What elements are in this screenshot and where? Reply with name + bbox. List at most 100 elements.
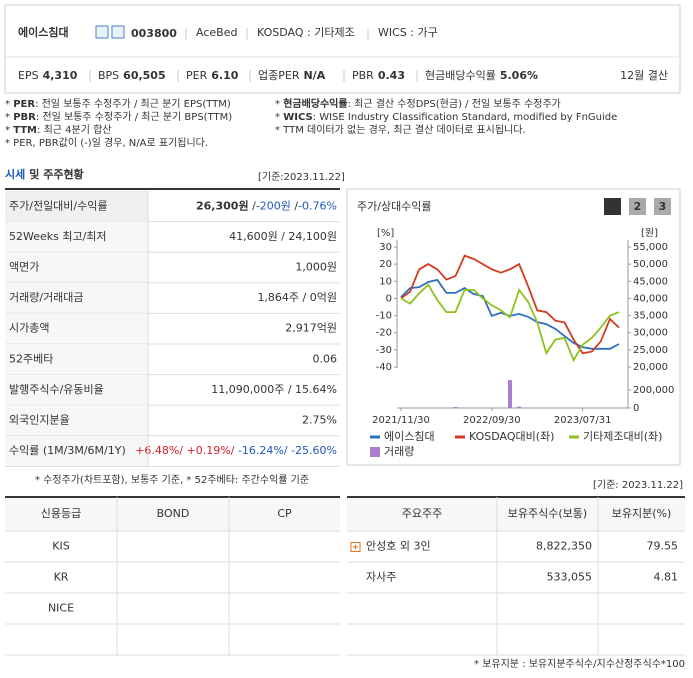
chart-tab-label: 2 — [634, 200, 642, 213]
info-icon[interactable] — [111, 25, 125, 39]
row-label: 외국인지분율 — [9, 414, 70, 427]
metric: PBR 0.43 — [352, 69, 405, 82]
text-segment: -25.60% — [291, 444, 337, 457]
row-value: 41,600원 / 24,100원 — [229, 230, 337, 243]
y-tick-label: -20 — [376, 328, 392, 339]
row-label: 주가/전일대비/수익률 — [9, 198, 108, 212]
row-label: 거래량/거래대금 — [9, 291, 84, 304]
company-info: AceBed — [196, 26, 237, 39]
label-cell — [5, 191, 148, 222]
row-label: 52주베타 — [9, 352, 53, 365]
table-header-cell: BOND — [157, 507, 190, 520]
table-cell: KIS — [52, 540, 69, 553]
metric: EPS 4,310 — [18, 69, 78, 82]
table-header-cell: 보유주식수(보통) — [508, 507, 587, 520]
x-tick-label: 2022/09/30 — [463, 415, 521, 426]
text-segment: * — [5, 125, 13, 136]
holder-name: 자사주 — [366, 571, 396, 584]
section-title: 시세 및 주주현황 — [5, 167, 84, 181]
series-line — [400, 283, 620, 363]
note: * TTM: 최근 4분기 합산 — [5, 124, 111, 136]
table-header — [5, 498, 340, 531]
holder-shares: 8,822,350 — [536, 540, 592, 553]
metric-label: 현금배당수익률 — [425, 69, 496, 82]
row-value: 26,300원 /-200원 /-0.76% — [196, 198, 337, 212]
text-segment: / — [291, 199, 298, 212]
text-segment: 2.75% — [302, 414, 337, 427]
text-segment: -200원 — [256, 199, 291, 212]
text-segment: 11,090,000주 / 15.64% — [211, 383, 337, 396]
text-segment: * — [5, 99, 13, 110]
text-segment: * TTM 데이터가 없는 경우, 최근 결산 데이터로 표시됩니다. — [275, 123, 526, 136]
metric-label: EPS — [18, 69, 39, 82]
series-line — [400, 254, 620, 355]
row-value: 2,917억원 — [285, 322, 337, 335]
chart-tab[interactable] — [629, 198, 646, 215]
volume-bar — [453, 406, 458, 408]
y-tick-label: -10 — [376, 311, 392, 322]
holder-name: 안성호 외 3인 — [366, 540, 431, 553]
metric-value: N/A — [303, 69, 325, 82]
chart-tab-label: 3 — [659, 200, 667, 213]
chart-tab-label: 1 — [609, 200, 617, 213]
text-segment: * — [275, 112, 283, 123]
base-date: [기준:2023.11.22] — [258, 171, 345, 183]
fiscal-month: 12월 결산 — [620, 69, 668, 82]
metric-value: 60,505 — [123, 69, 165, 82]
y-tick-label: 20 — [379, 259, 392, 270]
text-segment: -0.76% — [298, 199, 337, 212]
table-note: * 보유지분 : 보유지분주식수/지수산정주식수*100 — [474, 658, 685, 670]
label-cell — [5, 313, 148, 344]
row-label: 액면가 — [9, 261, 39, 274]
y2-tick-label: 45,000 — [633, 276, 668, 287]
legend-swatch — [370, 447, 380, 457]
note: * PER, PBR값이 (-)일 경우, N/A로 표기됩니다. — [5, 136, 208, 149]
row-value: 2.75% — [302, 414, 337, 427]
chart-tab[interactable] — [604, 198, 621, 215]
row-value: +6.48%/ +0.19%/ -16.24%/ -25.60% — [135, 444, 337, 457]
company-name: 에이스침대 — [18, 25, 69, 39]
text-segment: 1,000원 — [295, 261, 337, 274]
text-segment: PER — [13, 99, 35, 110]
text-segment: TTM — [13, 125, 37, 136]
metric-value: 5.06% — [500, 69, 538, 82]
row-label: 수익률 (1M/3M/6M/1Y) — [9, 444, 126, 457]
label-cell — [5, 221, 148, 253]
y3-tick-label: 0 — [633, 403, 639, 414]
company-info: KOSDAQ : 기타제조 — [257, 26, 355, 39]
metric: 현금배당수익률 5.06% — [425, 69, 538, 82]
table-header-cell: 보유지분(%) — [612, 507, 672, 520]
row-value: 0.06 — [313, 352, 338, 365]
label-cell — [5, 344, 148, 375]
row-label: 52Weeks 최고/최저 — [9, 230, 107, 243]
y-tick-label: -30 — [376, 345, 392, 356]
x-tick-label: 2023/07/31 — [554, 415, 612, 426]
legend-label: 에이스침대 — [384, 430, 435, 443]
text-segment: +0.19%/ — [187, 444, 238, 457]
table-header-cell: 주요주주 — [402, 507, 442, 520]
y2-tick-label: 30,000 — [633, 328, 668, 339]
text-segment: PBR — [13, 112, 36, 123]
text-segment: WICS — [283, 112, 312, 123]
metric-value: 6.10 — [211, 69, 238, 82]
table-header-cell: CP — [277, 507, 292, 520]
company-info: WICS : 가구 — [378, 26, 438, 39]
table-cell: NICE — [48, 602, 74, 615]
note: * TTM 데이터가 없는 경우, 최근 결산 데이터로 표시됩니다. — [275, 123, 526, 136]
holder-ratio: 79.55 — [647, 540, 679, 553]
text-segment: 26,300원 — [196, 198, 249, 212]
row-value: 1,000원 — [295, 261, 337, 274]
y-axis-label: [%] — [377, 228, 394, 239]
table-header-cell: 신용등급 — [41, 507, 81, 520]
volume-bar — [508, 380, 512, 408]
y2-axis-label: [원] — [641, 227, 658, 239]
chart-tab[interactable] — [654, 198, 671, 215]
metric-label: 업종PER — [258, 69, 300, 82]
y-tick-label: 0 — [386, 293, 392, 304]
y2-tick-label: 25,000 — [633, 345, 668, 356]
metric: 업종PER N/A — [258, 69, 326, 82]
base-date: [기준: 2023.11.22] — [593, 479, 683, 491]
home-icon[interactable] — [95, 25, 109, 39]
metric: PER 6.10 — [186, 69, 239, 82]
volume-bar — [517, 406, 522, 408]
